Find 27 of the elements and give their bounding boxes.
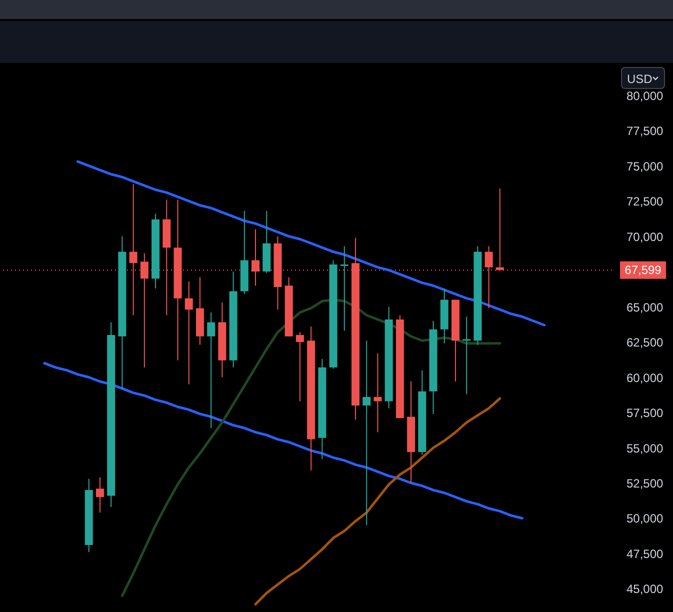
line-series [254, 397, 502, 606]
y-tick-label: 75,000 [626, 159, 664, 174]
candlestick [296, 332, 304, 402]
y-tick-label: 80,000 [626, 88, 664, 103]
y-tick-label: 52,500 [626, 476, 664, 491]
candlestick [462, 316, 471, 395]
line-series [43, 362, 524, 520]
y-tick-label: 45,000 [626, 582, 664, 596]
y-tick-label: 70,000 [626, 230, 664, 244]
y-tick-label: 47,500 [626, 546, 664, 561]
y-tick-label: 55,000 [626, 441, 664, 456]
ref-line-label: 67,599 [624, 263, 662, 278]
candlestick [340, 246, 348, 332]
y-tick-label: 77,500 [626, 124, 664, 138]
y-tick-label: 72,500 [626, 194, 664, 209]
y-tick-label: 60,000 [626, 370, 664, 385]
candlestick [184, 280, 193, 385]
y-tick-label: 62,500 [626, 336, 664, 350]
candlestick [96, 476, 104, 514]
candlestick [207, 312, 216, 429]
candlestick [374, 352, 382, 433]
y-tick-label: 50,000 [626, 512, 664, 526]
candlestick [362, 340, 371, 526]
line-series [76, 160, 546, 326]
y-tick-label: 57,500 [626, 406, 664, 420]
text: USD [627, 72, 652, 86]
y-tick-label: 65,000 [626, 300, 664, 314]
